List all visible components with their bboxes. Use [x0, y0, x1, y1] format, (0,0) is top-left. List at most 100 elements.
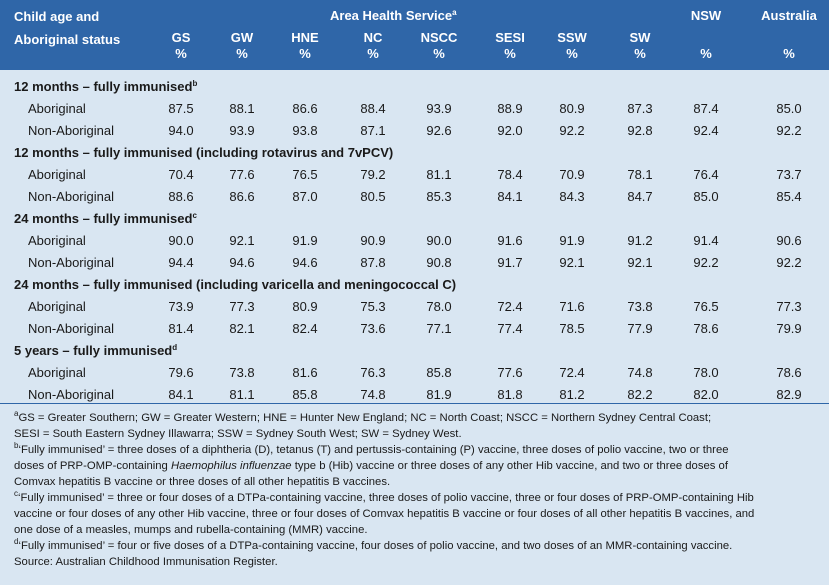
table-cell: 82.0 [693, 387, 719, 402]
table-cell: 92.2 [693, 255, 719, 270]
row-label: Aboriginal [28, 101, 86, 116]
table-cell: 91.9 [292, 233, 318, 248]
table-cell: 90.0 [168, 233, 194, 248]
col-header-australia: Australia% [761, 8, 817, 61]
table-cell: 85.4 [776, 189, 802, 204]
table-cell: 77.6 [229, 167, 255, 182]
table-cell: 85.3 [426, 189, 452, 204]
table-cell: 88.1 [229, 101, 255, 116]
table-cell: 74.8 [627, 365, 653, 380]
table-cell: 73.9 [168, 299, 194, 314]
section-title: 24 months – fully immunised (including v… [14, 277, 457, 292]
table-cell: 87.3 [627, 101, 653, 116]
table-cell: 76.4 [693, 167, 719, 182]
table-cell: 72.4 [497, 299, 523, 314]
table-cell: 77.9 [627, 321, 653, 336]
table-cell: 91.6 [497, 233, 523, 248]
table-cell: 85.0 [776, 101, 802, 116]
table-cell: 78.6 [776, 365, 802, 380]
table-cell: 81.4 [168, 321, 194, 336]
table-cell: 92.1 [559, 255, 585, 270]
table-cell: 93.9 [229, 123, 255, 138]
section-header: 24 months – fully immunised (including v… [0, 274, 829, 296]
table-cell: 90.8 [426, 255, 452, 270]
area-label-sup: a [452, 8, 457, 17]
section-header: 24 months – fully immunisedc [0, 208, 829, 230]
row-label: Non-Aboriginal [28, 387, 114, 402]
table-cell: 78.6 [693, 321, 719, 336]
table-cell: 73.6 [360, 321, 386, 336]
section-header: 12 months – fully immunisedb [0, 76, 829, 98]
table-cell: 94.6 [292, 255, 318, 270]
row-label: Aboriginal [28, 365, 86, 380]
section-header: 5 years – fully immunisedd [0, 340, 829, 362]
table-cell: 86.6 [292, 101, 318, 116]
table-cell: 75.3 [360, 299, 386, 314]
table-cell: 82.9 [776, 387, 802, 402]
table-cell: 73.7 [776, 167, 802, 182]
table-cell: 88.4 [360, 101, 386, 116]
section-title: 12 months – fully immunisedb [14, 79, 198, 94]
table-cell: 70.4 [168, 167, 194, 182]
table-cell: 92.2 [559, 123, 585, 138]
table-cell: 84.3 [559, 189, 585, 204]
table-cell: 88.6 [168, 189, 194, 204]
table-cell: 92.6 [426, 123, 452, 138]
footnote-b-line3: Comvax hepatitis B vaccine or three dose… [14, 476, 391, 488]
col-header-sw: SW% [629, 30, 651, 61]
table-cell: 72.4 [559, 365, 585, 380]
table-cell: 80.9 [559, 101, 585, 116]
table-cell: 87.1 [360, 123, 386, 138]
table-cell: 77.4 [497, 321, 523, 336]
table-cell: 87.0 [292, 189, 318, 204]
table-cell: 78.4 [497, 167, 523, 182]
table-cell: 73.8 [229, 365, 255, 380]
row-label: Non-Aboriginal [28, 123, 114, 138]
footnote-source: Source: Australian Childhood Immunisatio… [14, 556, 278, 568]
table-cell: 80.5 [360, 189, 386, 204]
table-cell: 79.2 [360, 167, 386, 182]
table-cell: 70.9 [559, 167, 585, 182]
section-title: 24 months – fully immunisedc [14, 211, 197, 226]
table-cell: 92.1 [627, 255, 653, 270]
table-cell: 92.4 [693, 123, 719, 138]
table-cell: 76.5 [292, 167, 318, 182]
table-cell: 91.4 [693, 233, 719, 248]
header-title-line1: Child age and [14, 9, 100, 24]
table-cell: 78.0 [426, 299, 452, 314]
table-cell: 73.8 [627, 299, 653, 314]
col-header-gw: GW% [230, 30, 254, 61]
row-label: Aboriginal [28, 299, 86, 314]
table-cell: 81.9 [426, 387, 452, 402]
row-label: Aboriginal [28, 233, 86, 248]
table-cell: 92.2 [776, 255, 802, 270]
table-cell: 88.9 [497, 101, 523, 116]
area-label-text: Area Health Service [330, 8, 453, 23]
table-cell: 94.4 [168, 255, 194, 270]
footnote-d: d‘Fully immunised’ = four or five doses … [14, 537, 733, 553]
table-cell: 90.6 [776, 233, 802, 248]
table-cell: 78.0 [693, 365, 719, 380]
table-cell: 85.0 [693, 189, 719, 204]
footnote-a-cont: SESI = South Eastern Sydney Illawarra; S… [14, 428, 462, 440]
col-header-ssw: SSW% [557, 30, 587, 61]
table-cell: 92.2 [776, 123, 802, 138]
table-row: Aboriginal 73.9 77.3 80.9 75.3 78.0 72.4 71.6 73… [0, 296, 829, 318]
col-header-hne: HNE% [291, 30, 319, 61]
table-cell: 78.5 [559, 321, 585, 336]
table-cell: 90.9 [360, 233, 386, 248]
col-header-sesi: SESI% [495, 30, 525, 61]
table-cell: 87.5 [168, 101, 194, 116]
header-title-line2: Aboriginal status [14, 32, 121, 47]
table-row: Aboriginal 87.5 88.1 86.6 88.4 93.9 88.9 80.9 87… [0, 98, 829, 120]
col-header-gs: GS% [171, 30, 191, 61]
table-cell: 77.3 [229, 299, 255, 314]
table-cell: 92.8 [627, 123, 653, 138]
table-cell: 81.1 [229, 387, 255, 402]
table-cell: 85.8 [292, 387, 318, 402]
table-cell: 81.1 [426, 167, 452, 182]
table-cell: 77.1 [426, 321, 452, 336]
table-row: Non-Aboriginal 88.6 86.6 87.0 80.5 85.3 84.1 84… [0, 186, 829, 208]
table-cell: 77.3 [776, 299, 802, 314]
table-cell: 94.6 [229, 255, 255, 270]
